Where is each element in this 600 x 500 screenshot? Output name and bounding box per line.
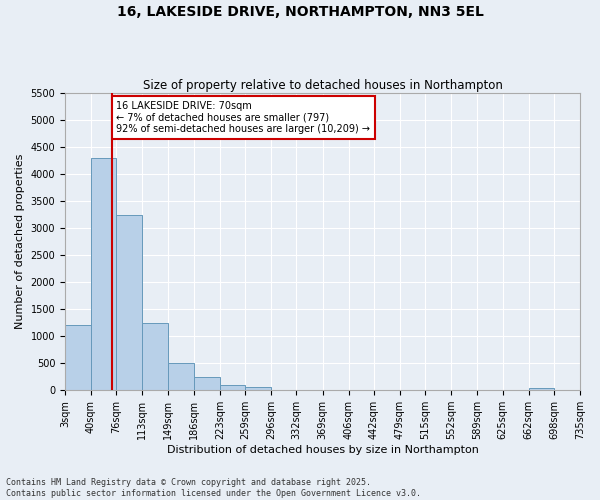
Text: Contains HM Land Registry data © Crown copyright and database right 2025.
Contai: Contains HM Land Registry data © Crown c…	[6, 478, 421, 498]
Bar	[142, 322, 168, 390]
Title: Size of property relative to detached houses in Northampton: Size of property relative to detached ho…	[143, 79, 502, 92]
Bar	[116, 214, 142, 390]
Text: 16 LAKESIDE DRIVE: 70sqm
← 7% of detached houses are smaller (797)
92% of semi-d: 16 LAKESIDE DRIVE: 70sqm ← 7% of detache…	[116, 102, 370, 134]
Y-axis label: Number of detached properties: Number of detached properties	[15, 154, 25, 330]
Bar	[65, 326, 91, 390]
Bar	[91, 158, 116, 390]
Bar	[529, 388, 554, 390]
Bar	[245, 387, 271, 390]
Bar	[220, 385, 245, 390]
Bar	[168, 363, 194, 390]
Text: 16, LAKESIDE DRIVE, NORTHAMPTON, NN3 5EL: 16, LAKESIDE DRIVE, NORTHAMPTON, NN3 5EL	[116, 5, 484, 19]
X-axis label: Distribution of detached houses by size in Northampton: Distribution of detached houses by size …	[167, 445, 478, 455]
Bar	[194, 376, 220, 390]
